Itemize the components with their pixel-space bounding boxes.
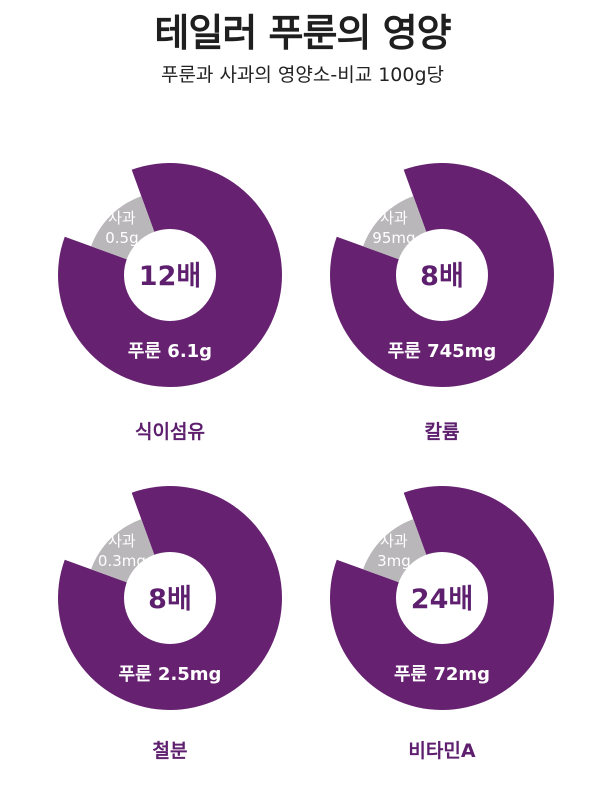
apple-name-label: 사과 <box>108 209 136 227</box>
donut-hole <box>124 229 216 321</box>
prune-value-label: 푸룬 745mg <box>388 341 497 362</box>
apple-name-label: 사과 <box>108 532 136 550</box>
apple-value-label: 0.5g <box>105 229 138 247</box>
donut-chart: 24배 사과 3mg 푸룬 72mg <box>330 486 554 710</box>
prune-value-label: 푸룬 6.1g <box>128 341 212 362</box>
apple-value-label: 3mg <box>377 552 411 570</box>
donut-hole <box>396 552 488 644</box>
apple-value-label: 0.3mg <box>98 552 146 570</box>
nutrient-label: 비타민A <box>408 740 476 762</box>
page-title: 테일러 푸룬의 영양 <box>154 11 451 55</box>
page-subtitle: 푸룬과 사과의 영양소-비교 100g당 <box>160 64 445 86</box>
apple-name-label: 사과 <box>380 209 408 227</box>
ratio-label: 24배 <box>411 584 473 615</box>
chart-cell-fiber: 12배 사과 0.5g 푸룬 6.1g 식이섬유 <box>50 155 350 485</box>
ratio-label: 12배 <box>139 261 201 292</box>
apple-value-label: 95mg <box>372 229 415 247</box>
prune-value-label: 푸룬 2.5mg <box>119 664 222 685</box>
donut-hole <box>124 552 216 644</box>
donut-chart: 12배 사과 0.5g 푸룬 6.1g <box>57 163 283 387</box>
chart-cell-potassium: 8배 사과 95mg 푸룬 745mg 칼륨 <box>322 155 605 485</box>
nutrient-label: 칼륨 <box>424 421 460 443</box>
apple-name-label: 사과 <box>380 532 408 550</box>
nutrient-label: 철분 <box>152 740 188 762</box>
nutrient-label: 식이섬유 <box>135 421 205 443</box>
ratio-label: 8배 <box>148 584 192 615</box>
prune-value-label: 푸룬 72mg <box>394 664 490 685</box>
donut-chart: 8배 사과 95mg 푸룬 745mg <box>330 163 554 387</box>
chart-cell-iron: 8배 사과 0.3mg 푸룬 2.5mg 철분 <box>50 478 350 808</box>
donut-chart: 8배 사과 0.3mg 푸룬 2.5mg <box>57 486 283 710</box>
ratio-label: 8배 <box>420 261 464 292</box>
chart-cell-vitamin-a: 24배 사과 3mg 푸룬 72mg 비타민A <box>322 478 605 808</box>
donut-hole <box>396 229 488 321</box>
